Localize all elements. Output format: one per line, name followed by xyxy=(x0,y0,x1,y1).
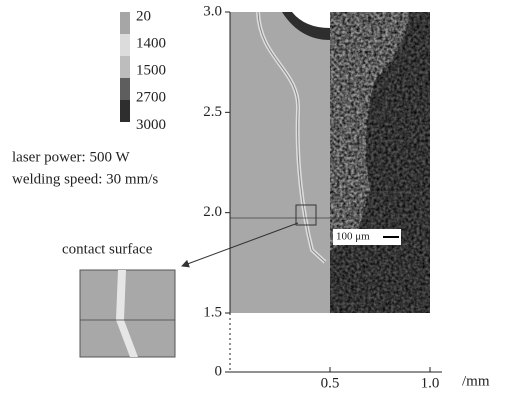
annotation: contact surface xyxy=(62,241,153,257)
micrograph-texture xyxy=(330,12,430,313)
arrow xyxy=(181,222,299,268)
colorbar-label: 1500 xyxy=(136,63,166,79)
scale-bar-label: 100 μm xyxy=(336,231,370,243)
annotation: welding speed: 30 mm/s xyxy=(12,171,158,187)
colorbar-segment xyxy=(120,12,130,34)
y-tick-label: 2.5 xyxy=(203,104,222,120)
colorbar-segment xyxy=(120,56,130,78)
colorbar-segment xyxy=(120,100,130,122)
y-tick-label: 1.5 xyxy=(203,304,222,320)
scale-bar-bg xyxy=(333,229,401,245)
annotation: laser power: 500 W xyxy=(12,149,130,165)
melt-core xyxy=(292,12,330,28)
colorbar-label: 3000 xyxy=(136,117,166,133)
y-tick-label: 2.0 xyxy=(203,204,222,220)
colorbar-label: 2700 xyxy=(136,90,166,106)
zoom-box xyxy=(295,204,317,226)
simulation-panel xyxy=(230,12,330,313)
colorbar-label: 20 xyxy=(136,8,151,24)
x-tick-label: 0.5 xyxy=(321,375,340,391)
colorbar-segment xyxy=(120,34,130,56)
colorbar-label: 1400 xyxy=(136,36,166,52)
inset-contact xyxy=(116,270,138,357)
contact-line-edge xyxy=(257,11,326,263)
y-tick-label: 0 xyxy=(215,363,223,379)
y-tick-label: 3.0 xyxy=(203,3,222,19)
colorbar-segment xyxy=(120,78,130,100)
x-tick-label: 1.0 xyxy=(421,375,440,391)
x-axis-label: /mm xyxy=(462,373,490,389)
